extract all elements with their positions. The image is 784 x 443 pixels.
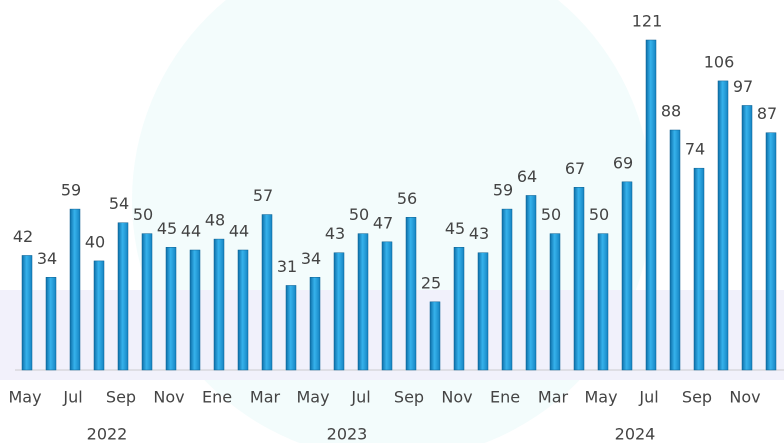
value-label: 45 [157, 219, 177, 238]
bar [214, 239, 224, 370]
value-label: 69 [613, 153, 633, 172]
value-label: 44 [229, 222, 249, 241]
value-label: 34 [301, 249, 321, 268]
x-tick-label: Sep [106, 388, 136, 407]
bar [766, 133, 776, 370]
value-label: 50 [349, 205, 369, 224]
bar [406, 217, 416, 370]
value-label: 106 [704, 52, 735, 71]
x-tick-label: Jul [638, 388, 658, 407]
value-label: 50 [541, 205, 561, 224]
value-label: 43 [469, 224, 489, 243]
bar [142, 234, 152, 370]
value-label: 67 [565, 159, 585, 178]
bar [454, 247, 464, 370]
bar [550, 234, 560, 370]
x-tick-label: Nov [441, 388, 472, 407]
value-label: 56 [397, 189, 417, 208]
bar [94, 261, 104, 370]
x-tick-label: May [296, 388, 329, 407]
x-tick-label: Nov [729, 388, 760, 407]
x-tick-label: Jul [62, 388, 82, 407]
bar [502, 209, 512, 370]
value-label: 64 [517, 167, 537, 186]
bar [430, 302, 440, 370]
x-tick-label: May [8, 388, 41, 407]
bar [646, 40, 656, 370]
bar [574, 187, 584, 370]
x-tick-label: Ene [202, 388, 232, 407]
value-label: 48 [205, 211, 225, 230]
x-tick-label: Ene [490, 388, 520, 407]
value-label: 44 [181, 222, 201, 241]
bar [742, 105, 752, 370]
bar [382, 242, 392, 370]
bar [118, 223, 128, 370]
bar [358, 234, 368, 370]
bar [46, 277, 56, 370]
value-label: 88 [661, 102, 681, 121]
bar [694, 168, 704, 370]
value-label: 42 [13, 227, 33, 246]
bar [526, 195, 536, 370]
year-label: 2022 [87, 425, 128, 443]
value-label: 57 [253, 186, 273, 205]
bar [166, 247, 176, 370]
value-label: 59 [61, 181, 81, 200]
bar [622, 182, 632, 370]
x-tick-label: May [584, 388, 617, 407]
chart: 42May3459Jul4054Sep5045Nov44202248Ene445… [0, 0, 784, 443]
year-label: 2024 [615, 425, 656, 443]
bar [286, 285, 296, 370]
x-tick-label: Nov [153, 388, 184, 407]
year-label: 2023 [327, 425, 368, 443]
value-label: 25 [421, 273, 441, 292]
bar [262, 215, 272, 370]
value-label: 34 [37, 249, 57, 268]
bar [718, 81, 728, 370]
bar [334, 253, 344, 370]
bar [670, 130, 680, 370]
x-tick-label: Mar [250, 388, 281, 407]
value-label: 54 [109, 194, 129, 213]
value-label: 40 [85, 232, 105, 251]
x-tick-label: Sep [394, 388, 424, 407]
value-label: 121 [632, 12, 663, 31]
x-tick-label: Mar [538, 388, 569, 407]
x-tick-label: Sep [682, 388, 712, 407]
value-label: 31 [277, 257, 297, 276]
value-label: 50 [589, 205, 609, 224]
bar [238, 250, 248, 370]
value-label: 50 [133, 205, 153, 224]
bar [190, 250, 200, 370]
value-label: 59 [493, 181, 513, 200]
value-label: 97 [733, 77, 753, 96]
value-label: 47 [373, 213, 393, 232]
bar [310, 277, 320, 370]
bar [70, 209, 80, 370]
value-label: 74 [685, 140, 705, 159]
value-label: 43 [325, 224, 345, 243]
bar [478, 253, 488, 370]
x-tick-label: Jul [350, 388, 370, 407]
value-label: 45 [445, 219, 465, 238]
bar [22, 255, 32, 370]
value-label: 87 [757, 104, 777, 123]
bar [598, 234, 608, 370]
